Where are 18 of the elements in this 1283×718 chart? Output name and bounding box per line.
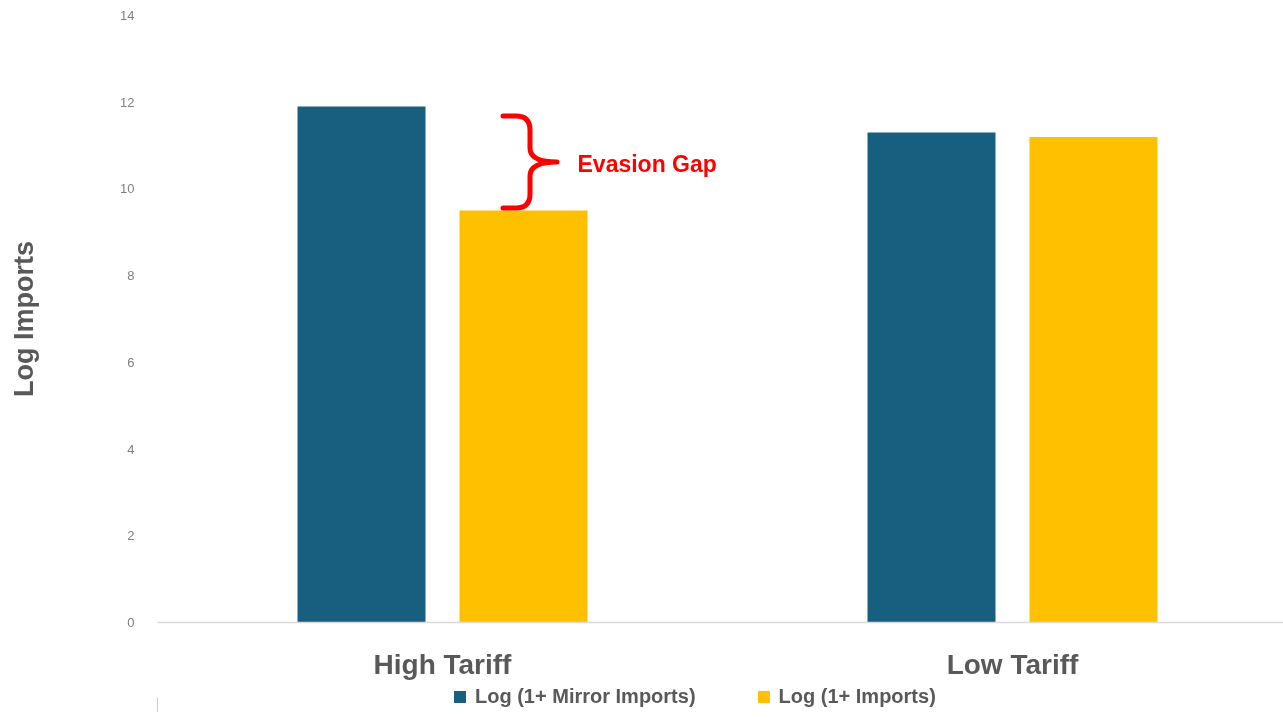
bar xyxy=(297,106,426,623)
y-tick-label: 8 xyxy=(127,268,135,284)
annotation: Evasion Gap xyxy=(577,150,717,177)
bar xyxy=(459,210,588,623)
x-tick-label: High Tariff xyxy=(373,648,513,680)
y-tick-label: 4 xyxy=(127,441,135,457)
legend-label: Log (1+ Mirror Imports) xyxy=(475,685,696,708)
y-tick-label: 6 xyxy=(127,354,135,370)
legend-label: Log (1+ Imports) xyxy=(778,685,936,708)
x-tick-label: Low Tariff xyxy=(946,648,1080,680)
y-tick-label: 14 xyxy=(120,8,135,23)
y-tick-label: 0 xyxy=(127,615,135,630)
y-tick-label: 12 xyxy=(120,94,135,110)
bar xyxy=(867,132,996,623)
y-tick-label: 2 xyxy=(127,528,135,544)
bar xyxy=(1029,136,1158,623)
y-tick-label: 10 xyxy=(120,181,135,197)
y-axis-title: Log Imports xyxy=(9,240,40,397)
